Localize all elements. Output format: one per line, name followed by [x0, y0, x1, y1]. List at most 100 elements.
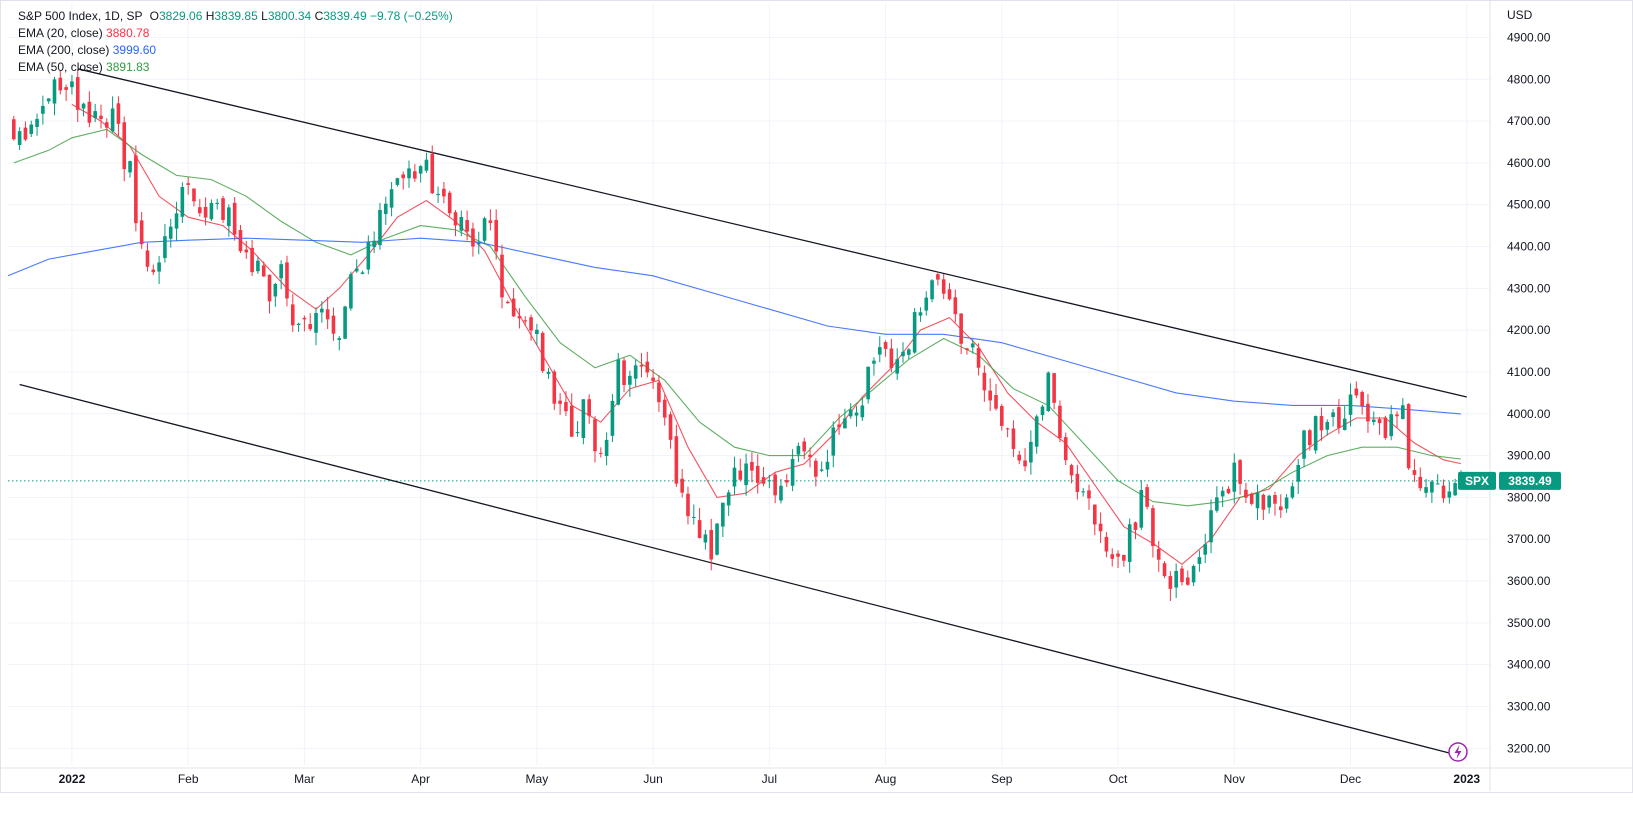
candle[interactable] [1151, 505, 1155, 558]
candle[interactable] [35, 113, 39, 136]
candle[interactable] [901, 342, 905, 363]
candle[interactable] [64, 84, 68, 101]
candle[interactable] [622, 357, 626, 393]
candle[interactable] [575, 421, 580, 437]
candle[interactable] [1127, 518, 1132, 573]
candle[interactable] [476, 231, 481, 255]
candle[interactable] [360, 270, 365, 275]
candle[interactable] [540, 331, 545, 374]
candle[interactable] [930, 279, 934, 303]
candle[interactable] [738, 458, 743, 482]
candle[interactable] [1011, 420, 1016, 457]
candle[interactable] [343, 305, 347, 340]
candle[interactable] [285, 255, 289, 307]
candle[interactable] [389, 182, 394, 217]
candle[interactable] [1005, 427, 1010, 438]
candle[interactable] [151, 264, 156, 276]
candle[interactable] [1075, 464, 1080, 500]
candle[interactable] [814, 458, 818, 487]
candle[interactable] [1337, 398, 1341, 434]
candle[interactable] [1185, 570, 1190, 586]
candle[interactable] [767, 474, 772, 489]
candle[interactable] [1209, 499, 1213, 554]
candle[interactable] [610, 393, 615, 442]
ema200-line[interactable] [7, 237, 1461, 415]
candle[interactable] [17, 127, 22, 150]
candle[interactable] [1261, 493, 1266, 520]
candle[interactable] [93, 103, 97, 123]
candle[interactable] [552, 369, 557, 411]
candle[interactable] [918, 307, 923, 322]
candle[interactable] [471, 222, 475, 257]
candle[interactable] [982, 365, 987, 402]
candle[interactable] [860, 398, 865, 422]
candle[interactable] [697, 508, 702, 539]
candle[interactable] [1371, 411, 1376, 426]
candle[interactable] [1389, 405, 1394, 441]
candle[interactable] [1145, 484, 1149, 510]
candle[interactable] [1325, 419, 1330, 436]
candle[interactable] [604, 432, 609, 466]
candle[interactable] [558, 393, 562, 415]
candle[interactable] [674, 424, 679, 487]
candle[interactable] [279, 260, 283, 290]
candle[interactable] [593, 416, 597, 463]
candle[interactable] [186, 177, 190, 195]
candle[interactable] [1401, 398, 1405, 420]
candle[interactable] [447, 190, 452, 217]
candle[interactable] [23, 121, 28, 142]
candle[interactable] [546, 368, 551, 379]
candle[interactable] [203, 197, 208, 226]
candle[interactable] [883, 340, 888, 357]
candle[interactable] [970, 339, 975, 354]
candle[interactable] [1255, 484, 1260, 520]
candle[interactable] [517, 308, 522, 329]
candle[interactable] [1133, 521, 1138, 540]
candle[interactable] [395, 177, 400, 187]
candle[interactable] [523, 316, 528, 326]
candle[interactable] [453, 210, 458, 237]
candle[interactable] [1244, 482, 1248, 504]
candle[interactable] [1366, 393, 1370, 433]
candle[interactable] [668, 411, 673, 449]
candle[interactable] [895, 348, 900, 380]
candle[interactable] [1162, 561, 1167, 579]
candle[interactable] [790, 449, 795, 492]
candle[interactable] [715, 522, 719, 556]
candle[interactable] [378, 202, 382, 250]
candle[interactable] [1087, 484, 1091, 510]
candle[interactable] [1215, 486, 1219, 513]
candle[interactable] [209, 199, 214, 221]
candle[interactable] [1110, 548, 1115, 567]
candle[interactable] [1377, 416, 1382, 435]
legend-ema50-row[interactable]: EMA (50, close) 3891.83 [18, 59, 453, 76]
candle[interactable] [639, 352, 644, 378]
candle[interactable] [29, 120, 34, 138]
candle[interactable] [1040, 404, 1045, 421]
candle[interactable] [256, 256, 260, 274]
candle[interactable] [819, 461, 824, 473]
candle[interactable] [581, 399, 586, 445]
candle[interactable] [1424, 478, 1428, 498]
candle[interactable] [1232, 453, 1237, 504]
candle[interactable] [564, 391, 568, 417]
candle[interactable] [732, 456, 737, 496]
candle[interactable] [889, 338, 894, 373]
candle[interactable] [796, 442, 801, 462]
candle[interactable] [128, 160, 132, 178]
candle[interactable] [686, 486, 690, 525]
candle[interactable] [1168, 571, 1173, 601]
candle[interactable] [1342, 406, 1347, 431]
symbol-label[interactable]: S&P 500 Index, 1D, SP [18, 9, 143, 23]
candle[interactable] [302, 315, 307, 332]
candle[interactable] [744, 453, 748, 496]
candle[interactable] [877, 336, 882, 363]
candle[interactable] [703, 529, 708, 550]
candle[interactable] [924, 291, 929, 316]
candle[interactable] [1383, 415, 1388, 440]
candle[interactable] [721, 502, 725, 538]
candle[interactable] [1238, 458, 1242, 495]
candle[interactable] [947, 283, 952, 301]
candle[interactable] [372, 231, 376, 254]
